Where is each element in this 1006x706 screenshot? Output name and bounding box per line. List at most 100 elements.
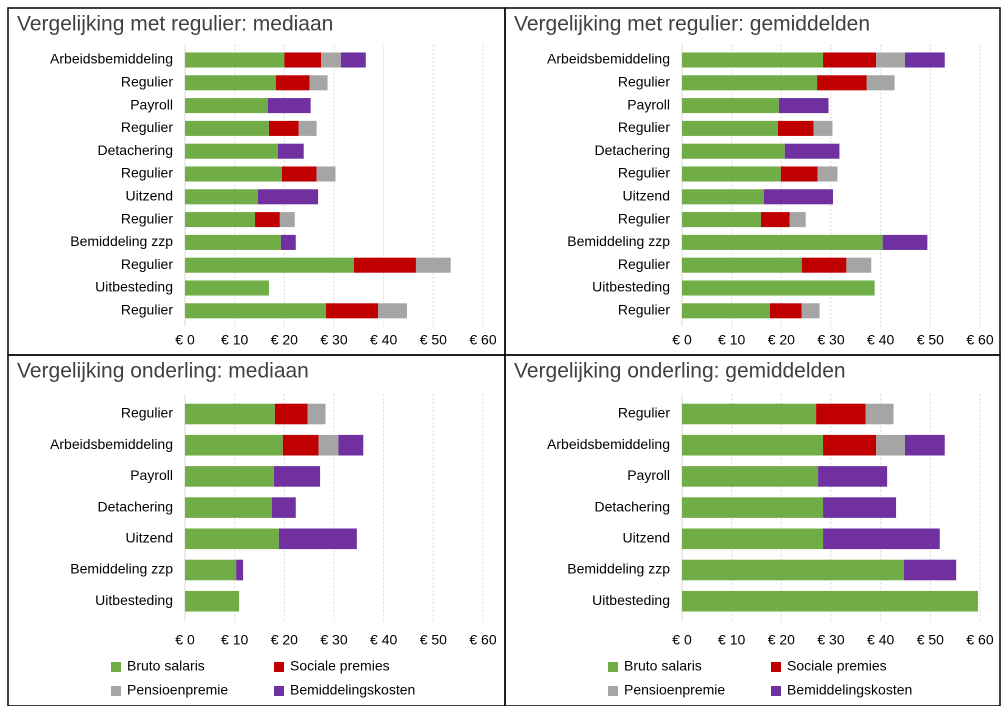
y-tick-label: Arbeidsbemiddeling [547,436,670,452]
chart-title: Vergelijking onderling: gemiddelden [514,360,846,383]
y-tick-label: Uitbesteding [95,592,173,608]
x-tick-label: € 40 [867,632,894,648]
y-tick-label: Detachering [98,498,174,514]
bar-segment [185,280,269,296]
y-tick-label: Uitbesteding [592,279,670,295]
bar-segment [865,403,894,425]
bar-segment [789,212,806,228]
bar-segment [185,466,274,487]
chart-title: Vergelijking onderling: mediaan [17,360,309,383]
bar-segment [271,497,296,518]
y-tick-label: Payroll [627,467,670,483]
legend-swatch [771,686,781,696]
legend-label: Bruto salaris [624,658,702,674]
y-tick-label: Regulier [618,256,670,272]
legend-swatch [274,662,284,672]
x-tick-label: € 60 [966,332,993,348]
bar-segment [353,257,416,273]
x-tick-label: € 50 [420,632,447,648]
x-tick-label: € 50 [917,632,944,648]
legend-label: Sociale premies [290,658,390,674]
bar-segment [185,590,240,612]
legend-label: Bemiddelingskosten [290,682,415,698]
bar-segment [274,403,308,425]
legend-label: Bruto salaris [127,658,205,674]
bar-segment [682,280,875,296]
bar-segment [282,434,319,456]
bar-segment [309,75,328,91]
y-tick-label: Regulier [618,210,670,226]
legend-label: Bemiddelingskosten [787,682,912,698]
x-tick-label: € 10 [221,332,248,348]
bar-segment [823,497,897,518]
bar-segment [321,52,341,68]
y-tick-label: Regulier [121,405,173,421]
chart: Vergelijking met regulier: mediaan € 0 € 1… [7,7,506,356]
bar-segment [682,189,764,205]
legend-swatch [771,662,781,672]
y-tick-label: Detachering [98,142,174,158]
y-tick-label: Regulier [121,210,173,226]
y-tick-label: Bemiddeling zzp [70,233,173,249]
bar-segment [682,497,824,518]
bar-segment [268,120,299,136]
x-tick-label: € 10 [718,332,745,348]
legend-swatch [111,662,121,672]
legend-swatch [608,686,618,696]
bar-segment [267,98,311,114]
y-tick-label: Payroll [130,467,173,483]
bar-segment [823,528,940,550]
bar-segment [823,52,877,68]
bar-segment [817,75,867,91]
bar-segment [258,189,319,205]
x-tick-label: € 20 [768,332,795,348]
bar-segment [316,166,336,182]
x-tick-label: € 0 [175,332,195,348]
legend-label: Sociale premies [787,658,887,674]
x-tick-label: € 0 [175,632,195,648]
x-tick-label: € 10 [221,632,248,648]
y-tick-label: Detachering [595,142,671,158]
bar-segment [278,528,357,550]
x-tick-label: € 30 [320,632,347,648]
bar-segment [682,166,781,182]
bar-segment [682,52,824,68]
x-tick-label: € 30 [817,332,844,348]
y-tick-label: Uitzend [126,188,173,204]
y-tick-label: Regulier [618,405,670,421]
x-tick-label: € 30 [320,332,347,348]
bar-segment [866,75,895,91]
bar-segment [904,559,957,581]
bar-segment [415,257,451,273]
bar-segment [760,212,790,228]
x-tick-label: € 40 [867,332,894,348]
x-tick-label: € 20 [271,332,298,348]
bar-segment [682,120,778,136]
x-tick-label: € 40 [370,632,397,648]
y-tick-label: Arbeidsbemiddeling [547,51,670,67]
bar-segment [318,434,339,456]
chart: Vergelijking met regulier: gemiddelden € … [504,7,1001,356]
bar-segment [682,98,779,114]
bar-segment [273,466,321,487]
bar-segment [185,234,281,250]
x-tick-label: € 60 [469,632,496,648]
bar-segment [801,303,820,319]
bar-segment [185,143,278,159]
bar-segment [185,303,327,319]
y-tick-label: Uitzend [623,530,670,546]
bar-segment [784,143,840,159]
chart: Vergelijking onderling: gemiddelden € 0 € … [504,354,1001,706]
legend-swatch [274,686,284,696]
y-tick-label: Payroll [627,96,670,112]
y-tick-label: Regulier [121,74,173,90]
bar-segment [185,434,283,456]
bar-segment [813,120,833,136]
bar-segment [777,120,814,136]
x-tick-label: € 30 [817,632,844,648]
bar-segment [682,143,785,159]
y-tick-label: Bemiddeling zzp [567,233,670,249]
bar-segment [780,166,818,182]
bar-segment [682,466,819,487]
bar-segment [275,75,310,91]
